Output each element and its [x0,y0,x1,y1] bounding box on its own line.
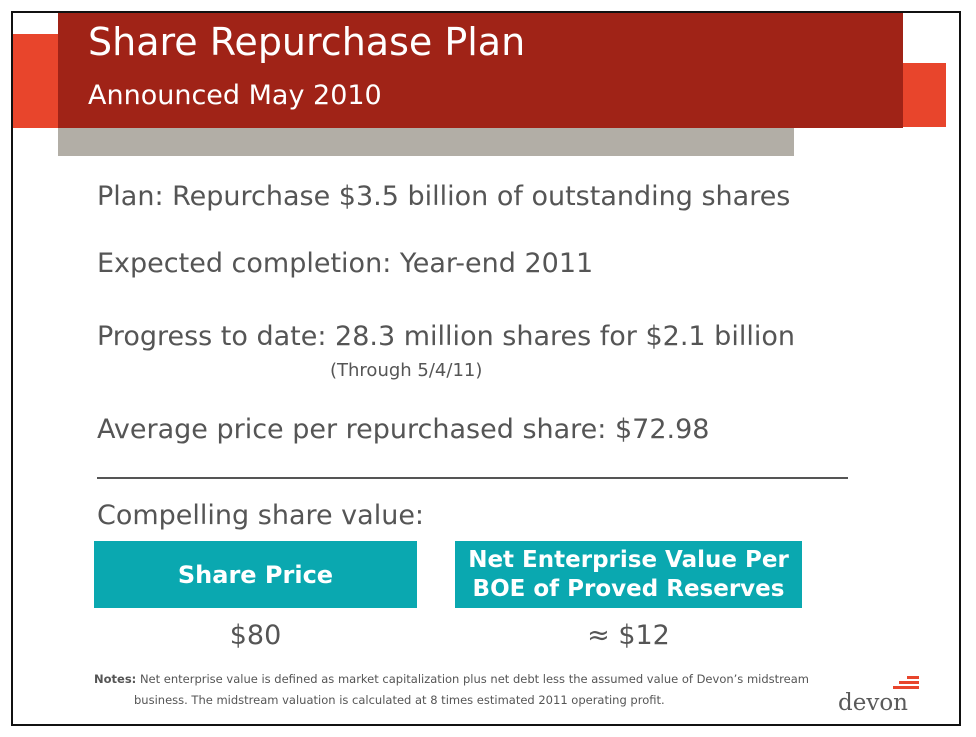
slide-subtitle: Announced May 2010 [88,80,382,111]
devon-logo: devon [838,676,919,718]
compelling-value-heading: Compelling share value: [97,500,425,531]
notes-footnote: Notes: Net enterprise value is defined a… [94,669,844,711]
average-price-text: Average price per repurchased share: $72… [97,414,710,445]
share-price-box: Share Price [94,541,417,608]
nev-box: Net Enterprise Value Per BOE of Proved R… [455,541,802,608]
notes-line2: business. The midstream valuation is cal… [134,693,665,707]
plan-text: Plan: Repurchase $3.5 billion of outstan… [97,181,791,212]
share-price-label: Share Price [177,560,334,589]
nev-label-line1: Net Enterprise Value Per [468,546,789,573]
share-price-value: $80 [229,620,282,651]
notes-line1: Net enterprise value is defined as marke… [139,672,809,686]
nev-value: ≈ $12 [587,620,670,651]
decorative-orange-block-left [13,34,61,128]
devon-logo-mark-icon [893,676,919,692]
completion-text: Expected completion: Year-end 2011 [97,248,594,279]
progress-date-note: (Through 5/4/11) [330,360,483,381]
decorative-gray-bar [58,128,794,156]
title-band [58,13,903,128]
slide-title: Share Repurchase Plan [88,20,526,64]
nev-label-line2: BOE of Proved Reserves [472,575,785,602]
notes-label: Notes: [94,672,137,686]
section-divider [97,477,848,479]
devon-logo-wordmark: devon [838,690,908,716]
progress-text: Progress to date: 28.3 million shares fo… [97,321,795,352]
